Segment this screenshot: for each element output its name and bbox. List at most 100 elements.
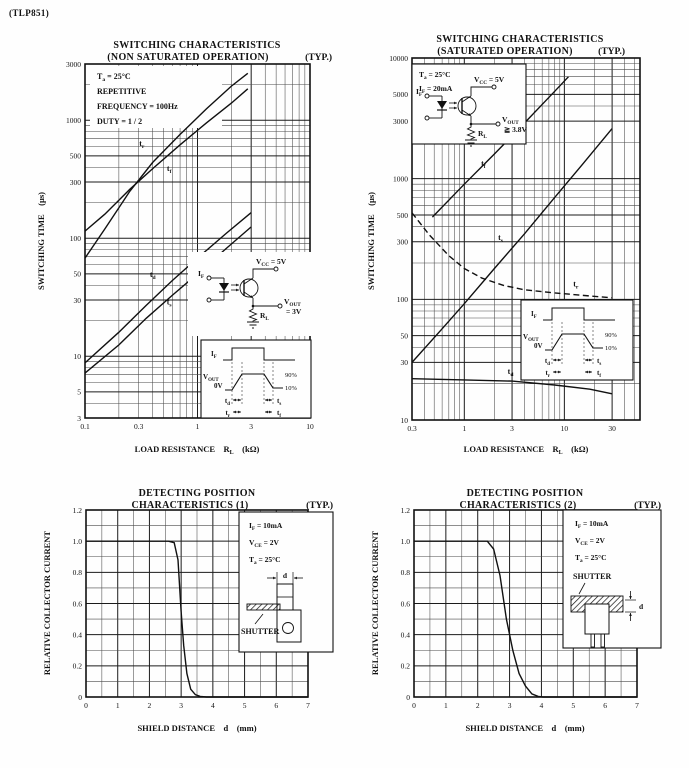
timing-inset-box — [200, 339, 312, 419]
x-tick-label: 5 — [571, 701, 575, 710]
curve-tr — [84, 72, 249, 259]
x-tick-label: 7 — [306, 701, 310, 710]
x-tick-label: 0 — [412, 701, 416, 710]
x-tick-label: 7 — [635, 701, 639, 710]
timing-ts-label: ts — [277, 397, 281, 407]
x-tick-label: 1 — [444, 701, 448, 710]
plot-border — [84, 63, 311, 419]
x-axis-label: LOAD RESISTANCE RL (kΩ) — [464, 444, 589, 456]
inset-label-rl: RL — [478, 129, 487, 140]
y-tick-label: 3000 — [66, 60, 81, 69]
y-tick-label: 0.8 — [73, 568, 83, 577]
inset-circuit: IF VCC = 5V VOUT= 3V RL — [188, 252, 312, 336]
condition-text: FREQUENCY = 100Hz — [97, 102, 178, 111]
y-tick-label: 0 — [406, 693, 410, 702]
y-tick-label: 1.0 — [401, 537, 411, 546]
y-tick-label: 1.2 — [73, 506, 83, 515]
y-tick-label: 10 — [401, 416, 409, 425]
conditions-bg — [90, 66, 222, 128]
chart-title-line1: DETECTING POSITION — [467, 488, 584, 499]
path — [543, 307, 615, 321]
x-tick-label: 0.3 — [407, 424, 417, 433]
curve-ts — [84, 226, 252, 374]
sensor-lower — [276, 609, 302, 643]
curve-td — [84, 212, 252, 364]
inset-label-vout-value: = 3V — [286, 307, 302, 316]
typ-label: (TYP.) — [634, 500, 661, 511]
x-tick-label: 3 — [510, 424, 514, 433]
timing-ts-label: ts — [597, 357, 601, 367]
condition-text: Ta = 25°C — [249, 555, 281, 566]
path — [470, 86, 492, 96]
inset-label-vout: VOUT — [502, 115, 519, 126]
sensor-leg — [590, 633, 595, 648]
inset-label-vout-value: ≧ 3.8V — [504, 125, 528, 134]
y-tick-label: 10000 — [389, 54, 408, 63]
x-tick-label: 6 — [274, 701, 278, 710]
timing-td-label: td — [545, 357, 550, 367]
chart-detecting-position-2: IF = 10mA VCE = 2V Ta = 25°C SHUTTER d 0 1 2 3 4 5… — [370, 488, 662, 733]
y-tick-label: 1000 — [393, 174, 408, 183]
chart-title-line1: SWITCHING CHARACTERISTICS — [436, 34, 603, 45]
y-tick-label: 0.2 — [73, 662, 83, 671]
curve-label: tf — [167, 164, 172, 175]
x-axis-label: LOAD RESISTANCE RL (kΩ) — [135, 444, 260, 456]
curves — [84, 72, 252, 374]
path — [225, 373, 283, 391]
sensor-body — [584, 603, 610, 635]
x-tick-label: 3 — [249, 422, 253, 431]
x-tick-label: 30 — [608, 424, 616, 433]
condition-text: IF = 20mA — [419, 84, 453, 95]
x-tick-label: 2 — [148, 701, 152, 710]
typ-label: (TYP.) — [598, 46, 625, 57]
timing-10-label: 10% — [605, 345, 618, 352]
y-tick-label: 100 — [397, 295, 409, 304]
y-tick-label: 0.4 — [401, 630, 411, 639]
timing-0v-label: 0V — [214, 382, 223, 390]
timing-vout-label: VOUT — [203, 373, 219, 383]
inset-label-vcc: VCC = 5V — [474, 75, 505, 86]
x-tick-label: 4 — [211, 701, 215, 710]
condition-text: DUTY = 1 / 2 — [97, 117, 142, 126]
x-tick-label: 1 — [116, 701, 120, 710]
y-axis-label: RELATIVE COLLECTOR CURRENT — [42, 531, 52, 676]
y-tick-label: 50 — [401, 331, 409, 340]
x-tick-label: 10 — [561, 424, 569, 433]
x-axis-label: SHIELD DISTANCE d (mm) — [137, 723, 256, 733]
chart-switching-non-saturated: Ta = 25°C REPETITIVE FREQUENCY = 100Hz DUTY… — [36, 40, 332, 456]
part-number-label: (TLP851) — [9, 8, 50, 18]
y-tick-label: 1000 — [66, 116, 81, 125]
condition-text: Ta = 25°C — [419, 70, 451, 81]
y-tick-label: 0.4 — [73, 630, 83, 639]
chart-title-line2: (NON SATURATED OPERATION) — [107, 52, 268, 63]
y-tick-label: 30 — [401, 358, 409, 367]
conditions-inset-box — [238, 511, 334, 653]
x-tick-label: 3 — [179, 701, 183, 710]
curve-label: tr — [573, 280, 579, 291]
curve-label: tf — [481, 159, 486, 170]
dimension-d-label: d — [639, 602, 644, 611]
y-tick-label: 0.8 — [401, 568, 411, 577]
timing-if-label: IF — [211, 350, 217, 360]
dimension-d-label: d — [283, 571, 288, 580]
shutter-blade — [246, 603, 281, 611]
x-tick-label: 0.1 — [80, 422, 90, 431]
timing-0v-label: 0V — [534, 342, 543, 350]
timing-vout-label: VOUT — [523, 333, 539, 343]
timing-if-label: IF — [531, 310, 537, 320]
condition-text: IF = 10mA — [575, 519, 609, 530]
y-tick-label: 5000 — [393, 90, 408, 99]
curve-tr — [411, 212, 613, 299]
y-axis-label: RELATIVE COLLECTOR CURRENT — [370, 531, 380, 676]
timing-90-label: 90% — [285, 372, 298, 379]
path — [252, 268, 274, 278]
timing-td-label: td — [225, 397, 230, 407]
inset-shutter-side: IF = 10mA VCE = 2V Ta = 25°Cd SHUTTER — [238, 511, 334, 653]
y-tick-label: 3 — [77, 414, 81, 423]
shutter-label: SHUTTER — [241, 627, 279, 636]
